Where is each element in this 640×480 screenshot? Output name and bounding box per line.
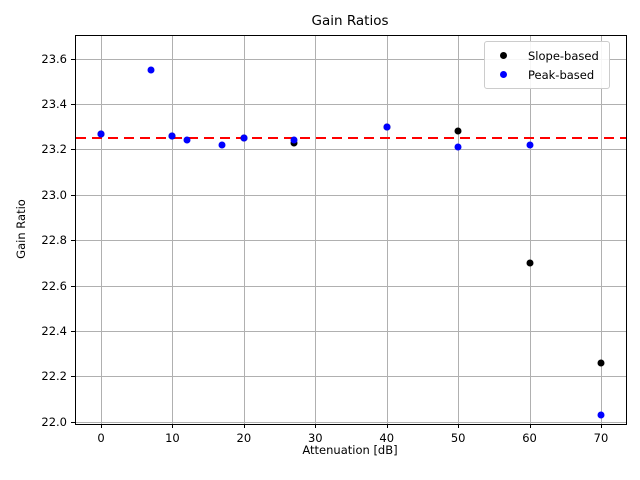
x-tick-label: 70 <box>593 431 609 445</box>
gridline-horizontal <box>76 421 626 423</box>
x-tick-mark <box>172 424 174 428</box>
reference-line <box>76 137 626 140</box>
data-point-peak-based <box>526 141 534 149</box>
x-tick-label: 60 <box>522 431 537 445</box>
y-tick-mark <box>71 330 75 332</box>
gridline-horizontal <box>76 330 626 332</box>
data-point-peak-based <box>454 143 462 151</box>
data-point-peak-based <box>183 136 191 144</box>
y-tick-label: 22.2 <box>41 369 67 384</box>
data-point-peak-based <box>147 66 155 74</box>
y-tick-label: 22.4 <box>41 323 67 338</box>
y-tick-mark <box>71 421 75 423</box>
data-point-peak-based <box>218 141 226 149</box>
data-point-peak-based <box>597 411 605 419</box>
x-tick-mark <box>529 424 531 428</box>
plot-area: 0 10 20 30 40 50 60 70 22.0 22.2 22.4 22.6 22.8 23.0 2… <box>41 35 627 445</box>
gridline-vertical <box>601 36 602 424</box>
y-tick-mark <box>71 149 75 151</box>
legend-label-peak-based: Peak-based <box>528 67 595 82</box>
gridline-horizontal <box>76 240 626 242</box>
data-point-peak-based <box>97 130 105 138</box>
data-point-peak-based <box>168 132 176 140</box>
y-tick-mark <box>71 194 75 196</box>
x-tick-label: 10 <box>165 431 180 445</box>
gridline-vertical <box>458 36 460 424</box>
x-tick-mark <box>386 424 388 428</box>
x-tick-mark <box>458 424 460 428</box>
data-point-peak-based <box>290 136 298 144</box>
x-tick-label: 50 <box>450 431 466 445</box>
data-point-peak-based <box>383 123 391 131</box>
x-axis-label: Attenuation [dB] <box>302 443 398 457</box>
y-tick-label: 22.6 <box>41 278 67 293</box>
chart-title: Gain Ratios <box>311 13 389 29</box>
data-point-peak-based <box>240 134 248 142</box>
gridline-horizontal <box>76 194 626 196</box>
data-point-slope-based <box>597 359 605 367</box>
gridline-vertical <box>101 36 102 424</box>
gridline-horizontal <box>76 149 626 151</box>
y-tick-label: 22.8 <box>41 233 67 248</box>
y-axis-label: Gain Ratio <box>14 199 28 259</box>
legend: Slope-based Peak-based <box>484 41 610 89</box>
gridline-vertical <box>243 36 245 424</box>
x-tick-mark <box>101 424 102 428</box>
gridline-vertical <box>386 36 388 424</box>
legend-label-slope-based: Slope-based <box>528 48 599 63</box>
x-tick-mark <box>243 424 245 428</box>
gridline-vertical <box>529 36 531 424</box>
y-tick-mark <box>71 240 75 242</box>
gridline-horizontal <box>76 285 626 287</box>
y-tick-label: 23.6 <box>41 51 67 66</box>
data-point-slope-based <box>526 259 534 267</box>
x-tick-label: 0 <box>97 431 105 445</box>
gridline-vertical <box>315 36 317 424</box>
x-tick-mark <box>601 424 602 428</box>
y-tick-label: 23.0 <box>41 187 67 202</box>
gridline-horizontal <box>76 376 626 378</box>
x-tick-label: 40 <box>379 431 395 445</box>
legend-marker-slope-based <box>500 52 507 59</box>
y-tick-mark <box>71 285 75 287</box>
y-tick-mark <box>71 104 75 106</box>
gridline-horizontal <box>76 58 626 60</box>
legend-item-peak-based: Peak-based <box>485 65 599 84</box>
x-tick-mark <box>315 424 317 428</box>
y-tick-label: 23.2 <box>41 142 67 157</box>
x-tick-label: 20 <box>236 431 252 445</box>
legend-marker-peak-based <box>500 71 507 78</box>
gridline-horizontal <box>76 104 626 106</box>
gridline-vertical <box>172 36 174 424</box>
y-tick-mark <box>71 58 75 60</box>
y-tick-label: 22.0 <box>41 414 67 429</box>
legend-item-slope-based: Slope-based <box>485 46 599 65</box>
y-tick-label: 23.4 <box>41 97 67 112</box>
data-point-slope-based <box>454 127 462 135</box>
x-tick-label: 30 <box>307 431 323 445</box>
y-tick-mark <box>71 376 75 378</box>
